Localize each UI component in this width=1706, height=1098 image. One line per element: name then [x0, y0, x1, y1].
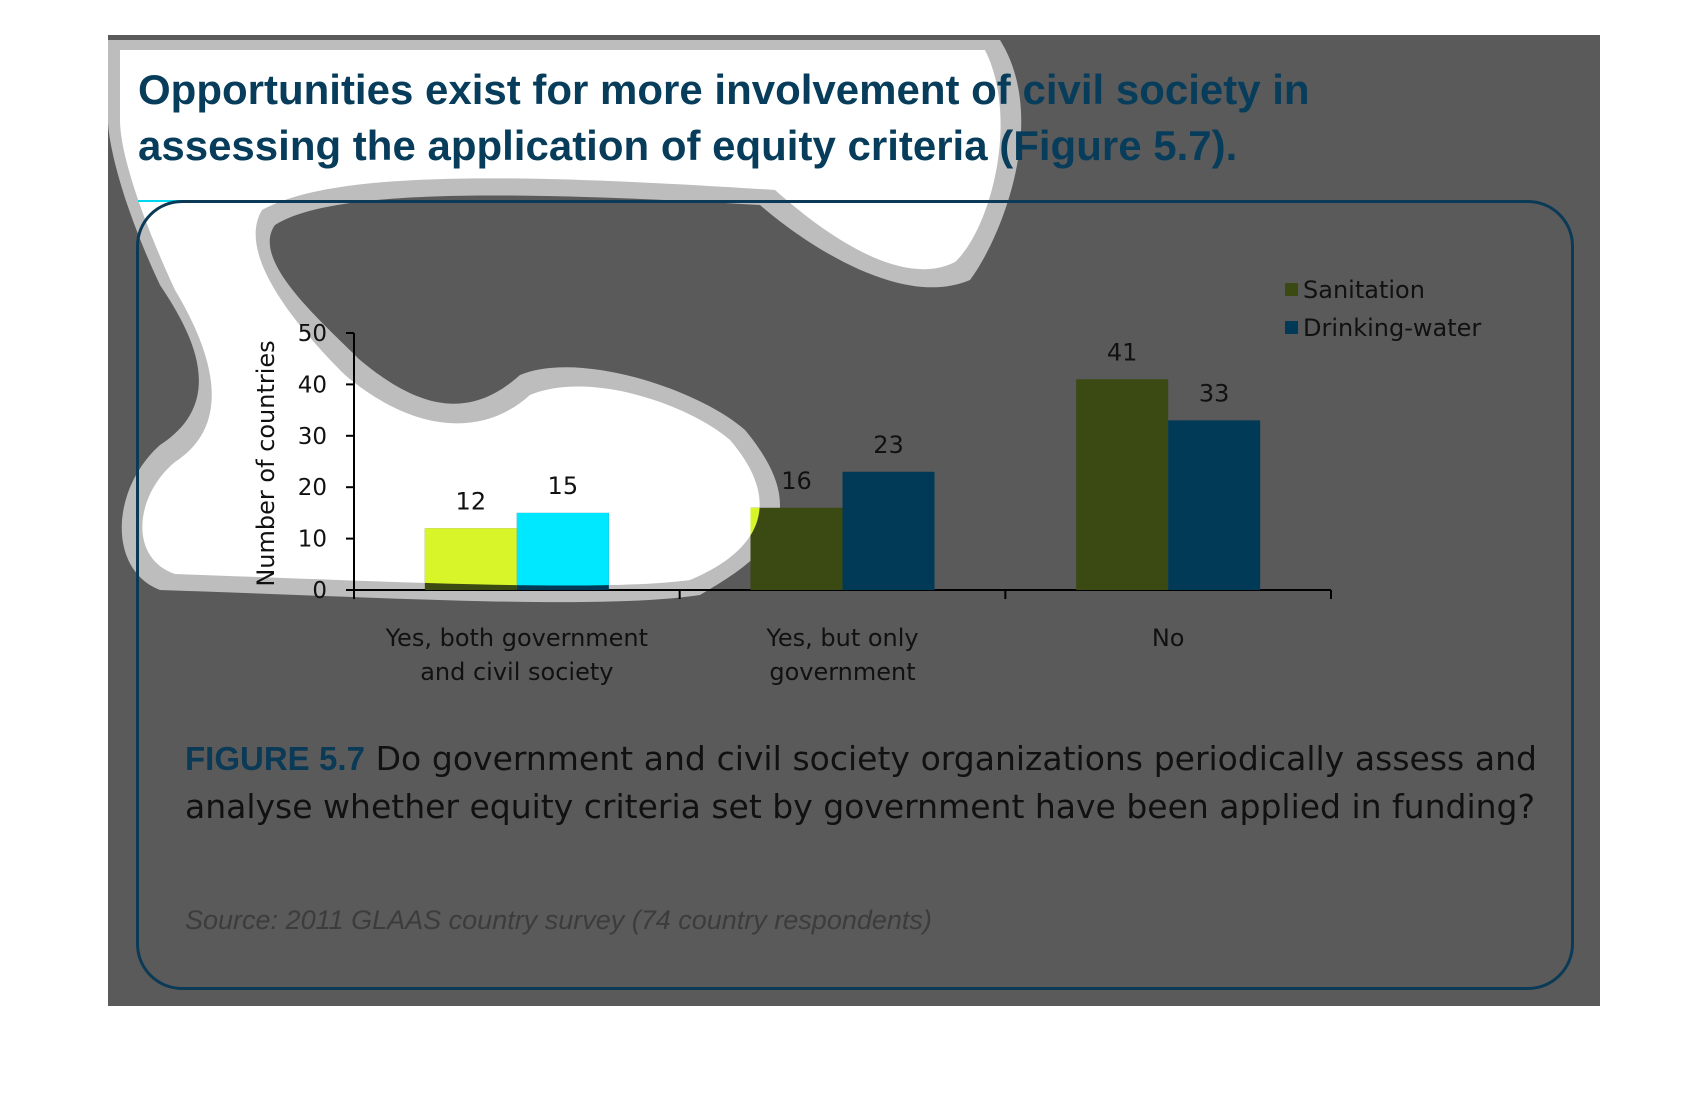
x-category-label: Yes, both government and civil society	[385, 624, 648, 686]
x-category-label-line: Yes, both government	[385, 624, 648, 652]
figure-caption: FIGURE 5.7 Do government and civil socie…	[185, 735, 1537, 831]
legend-swatch	[1285, 321, 1298, 334]
legend-label: Sanitation	[1303, 276, 1425, 304]
bar-sanitation-2	[1076, 379, 1169, 590]
bar-drinking-water-1	[842, 471, 935, 590]
data-label: 33	[1199, 379, 1230, 407]
x-category-label-line: Yes, but only	[765, 624, 918, 652]
y-tick-label: 50	[298, 321, 327, 347]
chart-labels: 12 15 Yes, both government and civil societ…	[385, 338, 1230, 686]
y-axis-title: Number of countries	[252, 340, 280, 586]
y-tick-label: 10	[298, 527, 327, 553]
y-tick-label: 40	[298, 372, 327, 398]
x-category-label-line: government	[769, 658, 915, 686]
x-category-label: No	[1152, 624, 1185, 652]
highlight-overlay-fill	[120, 50, 1001, 586]
headline: Opportunities exist for more involvement…	[138, 66, 1310, 169]
chart-legend: Sanitation Drinking-water	[1285, 276, 1481, 342]
data-label: 41	[1107, 338, 1138, 366]
figure-panel	[136, 200, 1574, 990]
figure-number: FIGURE 5.7	[185, 740, 365, 777]
x-category-label: Yes, but only government	[765, 624, 918, 686]
bar-sanitation-1	[750, 507, 843, 590]
bar-drinking-water-2	[1168, 420, 1261, 590]
data-label: 15	[548, 472, 579, 500]
y-tick-label: 20	[298, 475, 327, 501]
x-category-label-line: No	[1152, 624, 1185, 652]
data-label: 12	[456, 487, 487, 515]
bar-highlight-sanitation-0	[424, 528, 517, 586]
data-label: 16	[781, 467, 812, 495]
x-category-label-line: and civil society	[420, 658, 613, 686]
legend-swatch	[1285, 283, 1298, 296]
figure-caption-text: Do government and civil society organiza…	[185, 739, 1537, 826]
bar-highlight-drinking-water-0	[516, 512, 609, 586]
y-tick-label: 0	[312, 578, 327, 604]
data-label: 23	[873, 431, 904, 459]
source-note: Source: 2011 GLAAS country survey (74 co…	[185, 905, 932, 935]
legend-label: Drinking-water	[1303, 314, 1481, 342]
y-tick-label: 30	[298, 424, 327, 450]
